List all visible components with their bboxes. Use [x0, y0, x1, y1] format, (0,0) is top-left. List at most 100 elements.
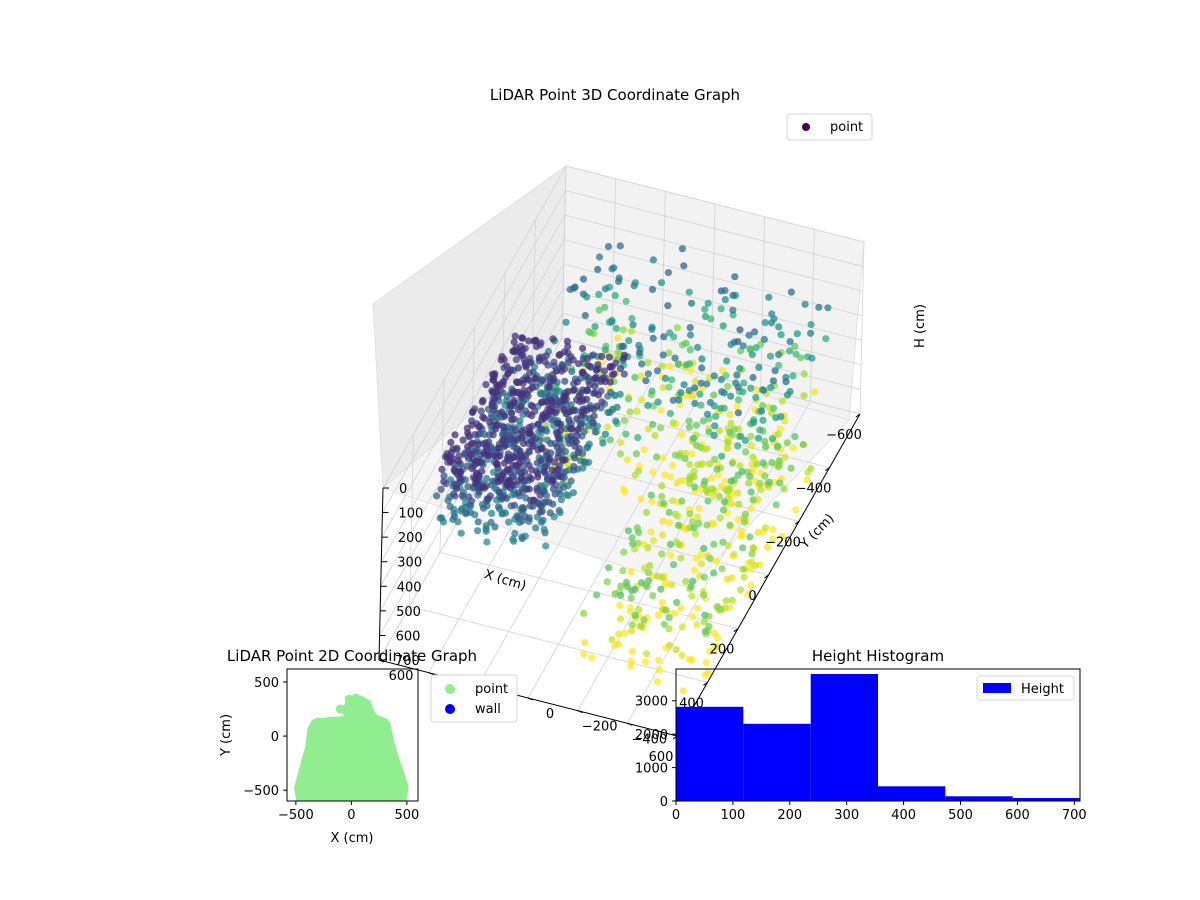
point-3d	[584, 374, 593, 382]
point-3d	[771, 367, 779, 375]
point-3d	[644, 425, 653, 433]
point-3d	[500, 435, 508, 443]
chart-2d: LiDAR Point 2D Coordinate Graph −500 0 500…	[219, 647, 518, 846]
point-3d	[635, 341, 643, 349]
point-3d	[491, 395, 499, 403]
point-3d	[632, 450, 641, 458]
point-3d	[616, 242, 624, 250]
point-3d	[665, 508, 673, 516]
point-3d	[495, 478, 503, 486]
point-3d	[765, 478, 773, 486]
y-tick-label-hist: 1000	[635, 762, 668, 777]
point-3d	[583, 395, 591, 403]
point-3d	[527, 475, 535, 483]
point-3d	[532, 343, 541, 351]
chart-2d-legend: point wall	[430, 674, 518, 723]
point-3d	[769, 404, 778, 412]
point-3d	[711, 629, 719, 638]
point-3d	[643, 650, 651, 658]
point-3d	[555, 506, 563, 515]
point-3d	[477, 407, 485, 415]
point-3d	[549, 476, 557, 484]
point-3d	[529, 502, 537, 510]
point-3d	[537, 456, 545, 464]
point-3d	[631, 585, 639, 594]
point-3d	[581, 638, 589, 647]
y-tick-label-hist: 2000	[635, 728, 668, 743]
point-3d	[691, 399, 699, 407]
point-3d	[626, 408, 634, 416]
point-3d	[718, 565, 726, 573]
point-3d	[740, 573, 748, 581]
point-3d	[572, 438, 581, 446]
point-3d	[578, 368, 586, 377]
point-3d	[755, 363, 763, 371]
point-3d	[514, 364, 523, 372]
point-3d	[637, 622, 645, 630]
point-3d	[598, 398, 606, 406]
point-3d	[438, 514, 446, 522]
x-tick-label: −200	[765, 535, 801, 550]
point-3d	[686, 346, 694, 354]
point-3d	[680, 381, 688, 389]
point-3d	[697, 460, 705, 468]
point-3d	[719, 322, 727, 330]
point-3d	[569, 356, 577, 364]
point-3d	[616, 365, 625, 373]
z-tick-label: 100	[398, 507, 423, 522]
point-3d	[542, 542, 550, 550]
y-tick-label-2d: −500	[243, 784, 279, 799]
point-3d	[687, 583, 695, 591]
point-3d	[668, 376, 676, 384]
point-3d	[555, 472, 563, 480]
point-3d	[669, 419, 677, 427]
point-3d	[670, 561, 678, 569]
point-3d	[753, 460, 761, 468]
point-3d	[759, 416, 767, 424]
point-3d	[731, 273, 739, 281]
point-3d	[680, 262, 688, 270]
y-tick-label-hist: 0	[660, 795, 668, 810]
point-3d	[665, 625, 673, 633]
point-3d	[610, 264, 618, 272]
x-tick-label: 200	[710, 643, 735, 658]
x-tick-label: −400	[796, 482, 832, 497]
point-3d	[647, 528, 655, 536]
point-3d	[700, 573, 709, 581]
point-3d	[646, 562, 654, 570]
point-3d	[610, 370, 618, 378]
point-3d	[706, 647, 714, 655]
point-3d	[555, 387, 563, 395]
x-tick-label-hist: 600	[1005, 808, 1030, 823]
legend-point-label: point	[830, 120, 863, 135]
point-3d	[686, 510, 694, 518]
point-3d	[678, 623, 686, 631]
point-3d	[569, 386, 577, 394]
point-3d	[659, 517, 667, 525]
point-3d	[628, 314, 636, 323]
point-3d	[490, 406, 498, 414]
point-3d	[583, 406, 591, 414]
point-3d	[648, 285, 657, 293]
point-3d	[648, 325, 656, 333]
point-3d	[720, 389, 728, 397]
point-3d	[747, 505, 755, 513]
point-3d	[614, 640, 622, 648]
grid-left-z	[564, 239, 863, 317]
y-tick	[428, 672, 434, 676]
point-3d	[640, 616, 648, 624]
point-3d	[681, 455, 689, 463]
point-3d	[528, 437, 536, 445]
point-3d	[649, 256, 658, 264]
point-3d	[548, 407, 556, 415]
point-3d	[642, 508, 651, 517]
point-3d	[777, 413, 785, 421]
point-3d	[662, 606, 670, 614]
point-3d	[739, 565, 747, 573]
point-3d	[562, 318, 570, 326]
point-3d	[657, 585, 665, 593]
point-3d	[644, 401, 652, 410]
point-3d	[541, 529, 549, 537]
point-3d	[558, 443, 566, 451]
point-3d	[689, 613, 697, 621]
